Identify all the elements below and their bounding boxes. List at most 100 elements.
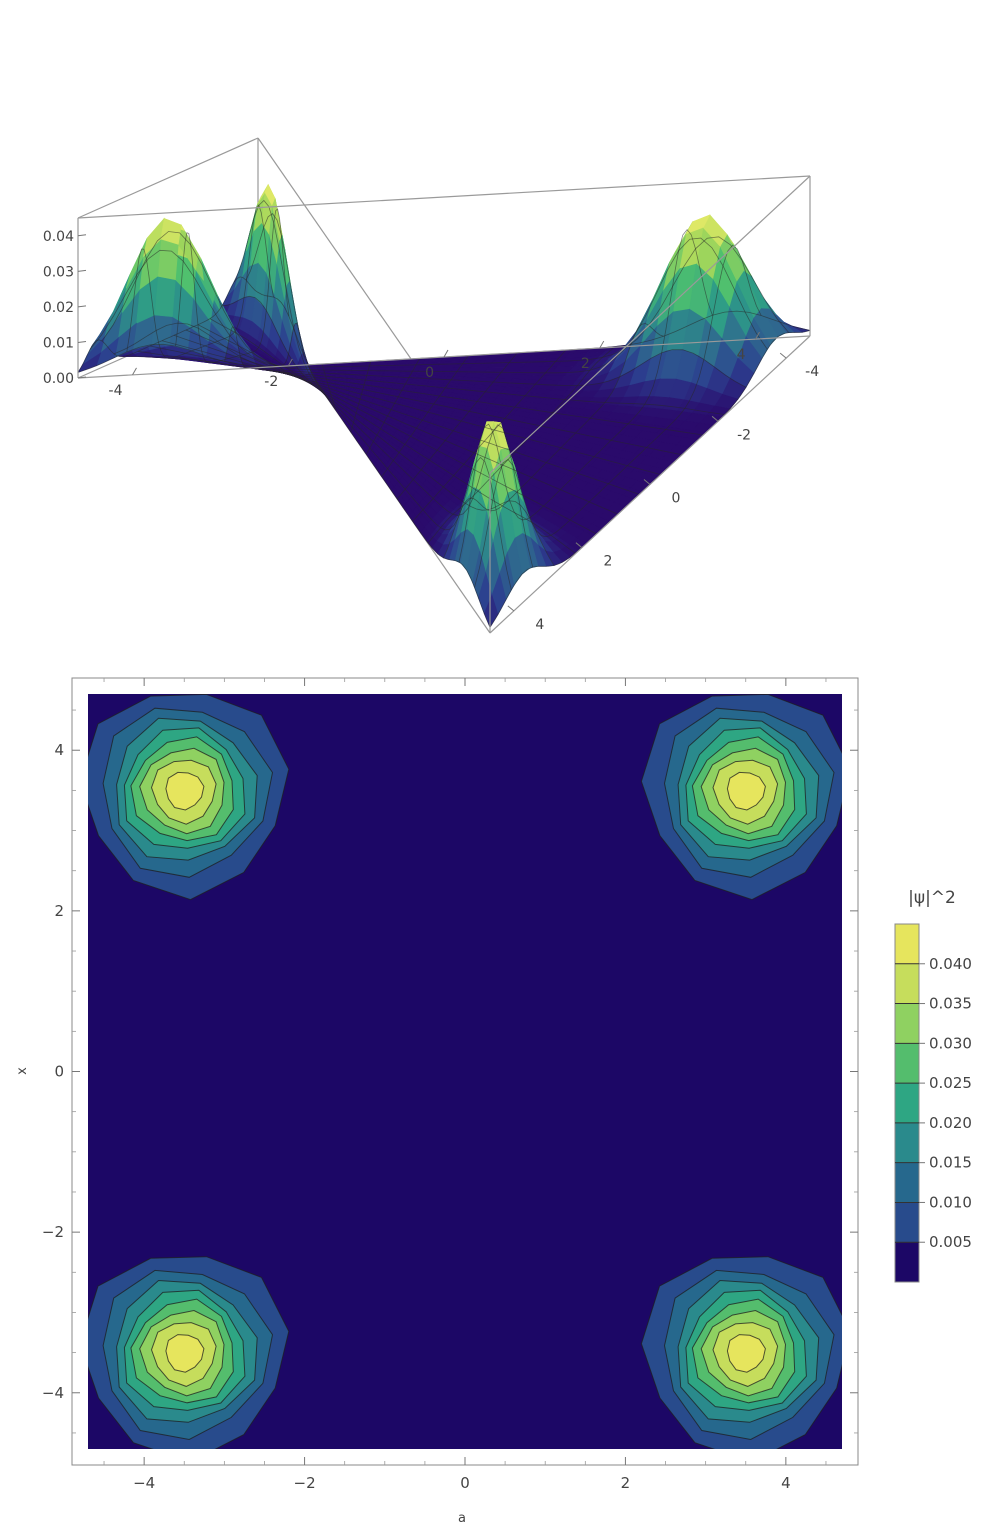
x-tick-label: −2 — [294, 1474, 316, 1492]
z-tick-label: 0.00 — [43, 371, 74, 387]
colorbar-swatch — [895, 1122, 919, 1164]
colorbar-label: 0.020 — [929, 1114, 972, 1132]
contour-line — [130, 1298, 234, 1404]
contour-line — [712, 759, 779, 825]
colorbar-label: 0.035 — [929, 995, 972, 1013]
contour-line — [116, 717, 258, 861]
contour-line — [123, 1289, 246, 1411]
z-tick-label: 0.04 — [43, 229, 74, 245]
x-tick-mark — [443, 349, 449, 358]
x-tick-label: 2 — [621, 1474, 631, 1492]
z-tick-mark — [77, 376, 87, 379]
y-tick-label: 4 — [54, 741, 64, 759]
x-tick-label: -2 — [264, 374, 278, 390]
contour-line — [677, 717, 820, 861]
surface-axis-ticks: 0.00 0.01 0.02 0.03 0.04 -4 -2 0 2 4 4 2 0 -2 -4 — [43, 229, 819, 633]
z-tick-label: 0.01 — [43, 335, 74, 351]
contour-plot: −4 −2 0 2 4 −4 −2 0 2 4 a x |ψ|^2 0.040 0.035 0.030… — [15, 677, 972, 1526]
y-tick-mark — [711, 415, 719, 422]
y-tick-mark — [779, 352, 787, 359]
colorbar-label: 0.030 — [929, 1034, 972, 1052]
x-tick-label: 4 — [737, 347, 746, 363]
colorbar-label: 0.040 — [929, 955, 972, 973]
y-tick-label: −2 — [42, 1223, 64, 1241]
mesh-line — [113, 322, 747, 388]
mesh-line — [101, 231, 768, 374]
box-edge — [77, 137, 259, 219]
surface-patch — [157, 238, 179, 281]
mesh-line — [185, 329, 619, 515]
z-tick-mark — [77, 340, 87, 343]
mesh-line — [221, 295, 555, 566]
colorbar-swatch — [895, 1003, 919, 1044]
y-tick-mark — [507, 605, 515, 612]
contour-line — [712, 1322, 779, 1387]
contour-line — [685, 1289, 807, 1411]
contour-line — [677, 1279, 820, 1423]
y-axis-label: x — [15, 1067, 30, 1075]
contour-line — [116, 1279, 258, 1423]
z-tick-mark — [77, 234, 87, 237]
surface-3d-plot: 0.00 0.01 0.02 0.03 0.04 -4 -2 0 2 4 4 2 0 -2 -4 — [43, 137, 819, 634]
x-tick-label: −4 — [133, 1474, 155, 1492]
mesh-line — [458, 228, 713, 563]
mesh-line — [365, 358, 420, 455]
colorbar-swatch — [895, 1162, 919, 1203]
colorbar-label: 0.025 — [929, 1074, 972, 1092]
contour-line — [88, 694, 290, 901]
contour-band — [165, 772, 204, 810]
z-tick-mark — [77, 305, 87, 308]
surface-patch — [154, 275, 176, 318]
contour-axis-ticks: −4 −2 0 2 4 −4 −2 0 2 4 — [42, 678, 858, 1492]
mesh-line — [396, 352, 518, 500]
colorbar-label: 0.010 — [929, 1193, 972, 1211]
mesh-line — [173, 334, 640, 495]
mesh-line — [245, 213, 512, 590]
contour-lines — [88, 694, 842, 1449]
y-tick-label: -4 — [805, 364, 819, 380]
contour-line — [88, 1256, 290, 1449]
contour-line — [726, 1334, 766, 1373]
x-tick-label: 2 — [581, 356, 590, 372]
contour-line — [102, 707, 274, 878]
y-tick-mark — [575, 542, 583, 549]
contour-line — [150, 759, 217, 825]
surface-patch — [518, 366, 540, 372]
mesh-line — [175, 208, 290, 364]
contour-line — [700, 747, 787, 835]
y-tick-label: 0 — [54, 1063, 64, 1081]
x-tick-label: 4 — [781, 1474, 791, 1492]
contour-line — [123, 727, 246, 849]
mesh-line — [350, 361, 372, 433]
contour-line — [102, 1269, 274, 1441]
y-tick-label: 0 — [672, 491, 681, 507]
colorbar-frame — [894, 923, 920, 1283]
y-tick-label: -2 — [737, 427, 751, 443]
colorbar-swatch — [895, 924, 919, 965]
contour-line — [663, 1269, 835, 1441]
contour-band — [727, 1334, 766, 1373]
colorbar-swatch — [895, 1083, 919, 1124]
contour-line — [700, 1309, 787, 1397]
mesh-line — [412, 349, 567, 522]
mesh-line — [126, 204, 274, 359]
x-tick-label: 0 — [425, 365, 434, 381]
box-edge — [77, 175, 811, 219]
colorbar-swatch — [895, 963, 919, 1005]
mesh-line — [257, 292, 491, 628]
contour-line — [640, 694, 842, 901]
box-edge — [489, 175, 811, 474]
mesh-line — [321, 363, 336, 410]
z-tick-label: 0.03 — [43, 264, 74, 280]
surface-patch — [468, 367, 489, 372]
surface-patch — [453, 364, 475, 369]
contour-line — [691, 736, 796, 842]
colorbar-legend: |ψ|^2 0.040 0.035 0.030 0.025 0.020 0.015 0.01… — [894, 888, 972, 1283]
mesh-line — [474, 244, 762, 588]
contour-line — [685, 727, 807, 849]
mesh-line — [427, 346, 616, 544]
mesh-line — [161, 340, 661, 475]
colorbar-swatch — [895, 1043, 919, 1084]
mesh-line — [443, 323, 664, 559]
colorbar-swatch — [895, 1242, 919, 1283]
